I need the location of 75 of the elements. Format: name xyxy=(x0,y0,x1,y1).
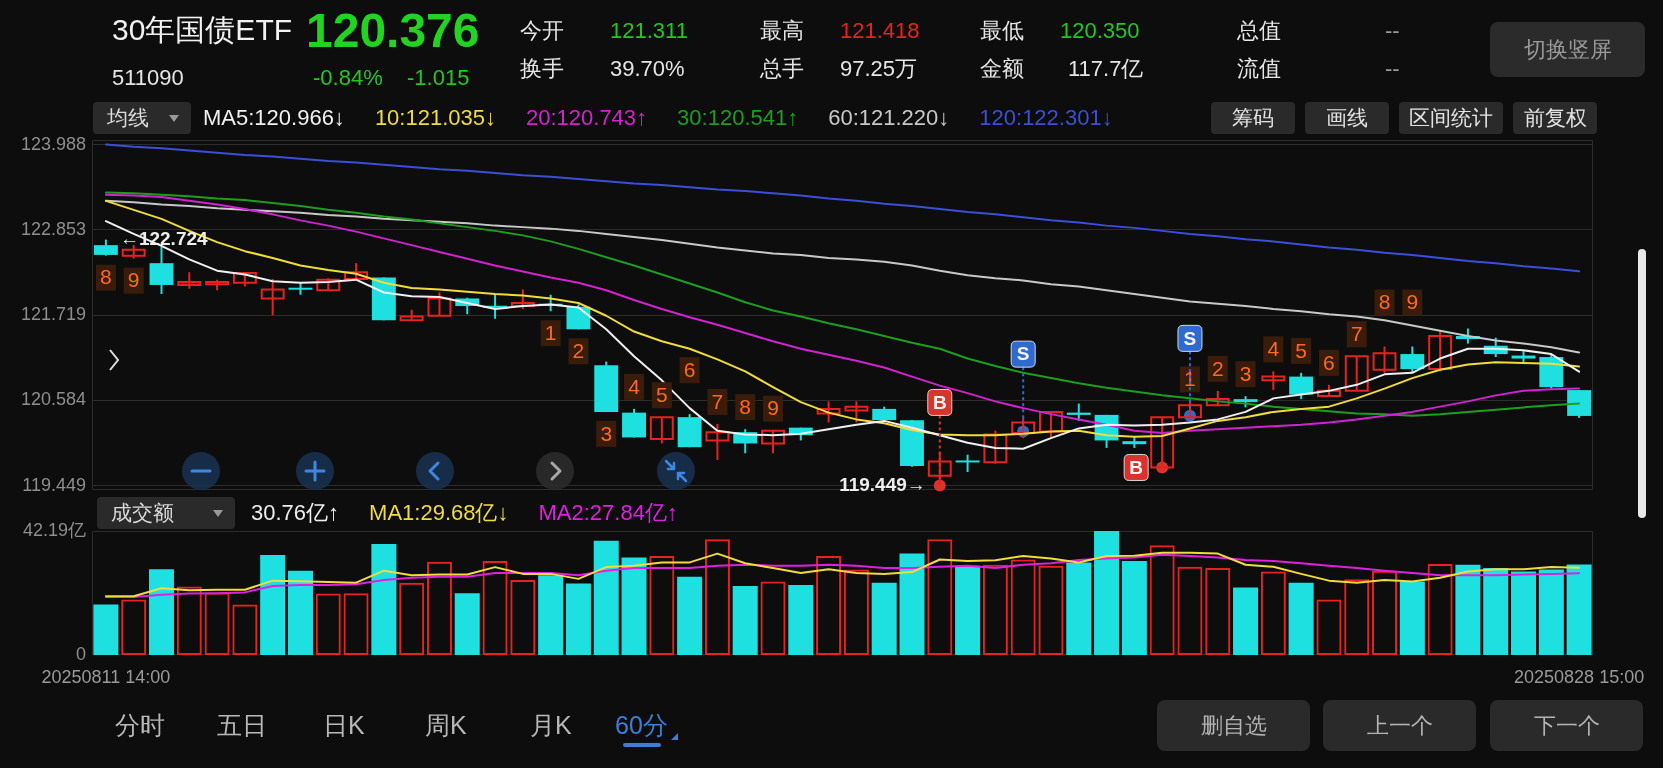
text: 换手 xyxy=(520,55,564,83)
text: 120:122.301↓ xyxy=(979,104,1113,132)
data-label: S xyxy=(1016,343,1030,365)
text: 121.418 xyxy=(840,17,920,45)
text: 30:120.541↑ xyxy=(677,104,799,132)
data-label: B xyxy=(1129,456,1144,478)
y-tick-label: 119.449 xyxy=(22,474,86,495)
text: 最低 xyxy=(980,17,1024,45)
legend-title: 均线 xyxy=(107,105,149,131)
text: 60分 xyxy=(615,710,668,740)
text: 画线 xyxy=(1326,106,1368,129)
text: 10:121.035↓ xyxy=(374,104,496,132)
text: 区间统计 xyxy=(1409,106,1493,129)
text: 周K xyxy=(425,710,467,740)
text: 分时 xyxy=(115,710,165,740)
text: 97.25万 xyxy=(840,55,918,83)
text: 120.350 xyxy=(1060,17,1140,45)
text: 2 xyxy=(1211,356,1224,380)
text: 39.70% xyxy=(610,55,685,83)
legend-title: 成交额 xyxy=(111,500,174,526)
text: 8 xyxy=(739,394,752,418)
text: 8 xyxy=(100,265,112,289)
text: 9 xyxy=(127,268,140,292)
text: 月K xyxy=(530,710,572,740)
x-tick-label: 20250811 14:00 xyxy=(41,666,171,687)
text: 4 xyxy=(628,374,640,398)
text: -0.84% xyxy=(313,64,383,92)
y-tick-label: 0 xyxy=(75,643,86,664)
text: 20:120.743↑ xyxy=(525,104,648,132)
text: 5 xyxy=(655,382,668,406)
series-label: MA2:27.84亿↑ xyxy=(538,499,678,527)
text: 最高 xyxy=(760,17,804,45)
text: 6 xyxy=(1323,350,1335,374)
text: 7 xyxy=(1350,322,1363,346)
text: 8 xyxy=(1378,290,1391,314)
y-tick-label: 42.19亿 xyxy=(22,519,86,540)
text: -1.015 xyxy=(407,64,470,92)
text: 511090 xyxy=(112,64,184,92)
text: 120.376 xyxy=(306,3,480,60)
text: 总手 xyxy=(760,55,804,83)
text: 日K xyxy=(323,710,365,740)
text: 5 xyxy=(1295,338,1307,362)
text: 6 xyxy=(683,357,696,381)
text: -- xyxy=(1385,55,1400,83)
text: 1 xyxy=(544,321,557,345)
text: 总值 xyxy=(1237,17,1281,45)
annotation: 119.449→ xyxy=(839,473,926,495)
text: 3 xyxy=(600,421,613,445)
text: 117.7亿 xyxy=(1068,55,1144,83)
text: 筹码 xyxy=(1232,106,1274,129)
text: 前复权 xyxy=(1523,106,1587,129)
text: 30.76亿↑ xyxy=(251,499,340,527)
text: MA1:29.68亿↓ xyxy=(369,499,509,527)
text: 121.311 xyxy=(610,17,688,45)
text: MA5:120.966↓ xyxy=(203,104,345,132)
text: -- xyxy=(1385,17,1400,45)
y-tick-label: 123.988 xyxy=(20,133,86,154)
x-tick-label: 20250828 15:00 xyxy=(1514,666,1645,687)
text: 今开 xyxy=(520,17,564,45)
text: 7 xyxy=(711,389,724,413)
text: 3 xyxy=(1239,361,1252,385)
text: 流值 xyxy=(1237,55,1281,83)
data-label: B xyxy=(932,391,947,413)
text: 9 xyxy=(1406,290,1419,314)
text: 金额 xyxy=(980,55,1024,83)
text: 4 xyxy=(1267,337,1280,361)
data-label: S xyxy=(1183,327,1197,349)
y-tick-label: 120.584 xyxy=(20,389,86,410)
text: 五日 xyxy=(217,710,267,740)
text: 2 xyxy=(572,339,585,363)
text: 60:121.220↓ xyxy=(828,104,950,132)
text: 9 xyxy=(767,396,779,420)
y-tick-label: 122.853 xyxy=(20,218,86,239)
text: 30年国债ETF xyxy=(112,12,293,48)
y-tick-label: 121.719 xyxy=(20,304,86,325)
